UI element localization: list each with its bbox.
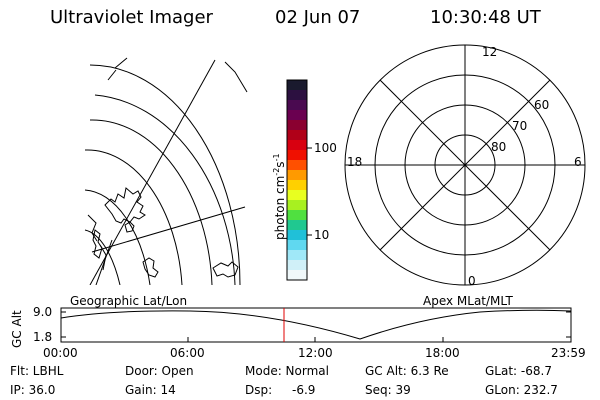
colorbar-segment: [287, 270, 307, 281]
timeline-ytick-label-bottom: 1.8: [33, 330, 53, 344]
colorbar-segment: [287, 190, 307, 201]
polar-plot: [344, 44, 586, 286]
timeline-ytick-label-top: 9.0: [33, 305, 53, 319]
footer-gc-alt: GC Alt: 6.3 Re: [365, 364, 449, 378]
coastline: [92, 229, 103, 259]
colorbar-segment: [287, 240, 307, 251]
date-label: 02 Jun 07: [275, 7, 361, 28]
map-grid-arc: [84, 189, 151, 285]
map-grid-line: [89, 59, 216, 285]
geographic-map: [84, 57, 248, 285]
timeline-xtick-label: 06:00: [170, 346, 205, 360]
footer-glon: GLon: 232.7: [485, 383, 558, 397]
coastline: [87, 214, 107, 271]
timeline-xtick-label: 23:59: [551, 346, 586, 360]
footer-mode: Mode: Normal: [245, 364, 329, 378]
colorbar-segment: [287, 80, 307, 91]
coastline: [124, 221, 135, 233]
colorbar-segment: [287, 180, 307, 191]
instrument-title: Ultraviolet Imager: [50, 7, 213, 28]
polar-ring-label-60: 60: [534, 98, 550, 112]
polar-diagonal: [379, 79, 551, 251]
footer-filter: Flt: LBHL: [10, 364, 64, 378]
polar-label-0: 0: [468, 274, 476, 288]
colorbar-segment: [287, 220, 307, 231]
coastline: [104, 187, 146, 224]
colorbar-segment: [287, 250, 307, 261]
timeline-xtick-label: 00:00: [43, 346, 78, 360]
timeline-y-axis-label: GC Alt: [10, 310, 24, 348]
colorbar-segment: [287, 110, 307, 121]
colorbar-segment: [287, 120, 307, 131]
map-grid-arc: [89, 64, 241, 285]
timeline-right-label: Apex MLat/MLT: [423, 294, 513, 308]
map-grid-arc: [84, 149, 183, 285]
colorbar-segment: [287, 210, 307, 221]
colorbar-segment: [287, 200, 307, 211]
polar-ring-label-70: 70: [512, 119, 528, 133]
footer-ip: IP: 36.0: [10, 383, 56, 397]
colorbar-frame: [286, 79, 308, 281]
map-grid-arc: [89, 119, 213, 285]
colorbar-segment: [287, 100, 307, 111]
polar-label-18: 18: [347, 155, 363, 169]
polar-ring-label-80: 80: [491, 140, 507, 154]
polar-label-12: 12: [482, 45, 498, 59]
colorbar-segment: [287, 260, 307, 271]
colorbar-axis-label: photon cm-2s-1: [272, 153, 287, 240]
timeline-frame: [60, 307, 572, 343]
timeline-xtick-label: 12:00: [298, 346, 333, 360]
footer-door: Door: Open: [125, 364, 194, 378]
map-grid-arc: [94, 94, 236, 285]
colorbar-tick-100: 100: [314, 141, 337, 155]
footer-glat: GLat: -68.7: [485, 364, 552, 378]
map-grid-arc: [84, 229, 121, 285]
coastline: [212, 261, 239, 278]
time-label: 10:30:48 UT: [430, 7, 541, 28]
colorbar-segment: [287, 150, 307, 161]
colorbar-segment: [287, 90, 307, 101]
altitude-curve: [60, 309, 572, 340]
colorbar-segment: [287, 170, 307, 181]
colorbar-segment: [287, 230, 307, 241]
footer-gain: Gain: 14: [125, 383, 176, 397]
footer-seq: Seq: 39: [365, 383, 411, 397]
map-grid-line: [91, 206, 246, 253]
polar-label-6: 6: [574, 155, 582, 169]
coastline: [107, 57, 248, 93]
colorbar-segment: [287, 160, 307, 171]
colorbar-tick-10: 10: [314, 228, 330, 242]
colorbar: [287, 80, 307, 281]
footer-dsp-value: -6.9: [292, 383, 316, 397]
timeline-plot: [60, 307, 572, 343]
colorbar-segment: [287, 130, 307, 141]
colorbar-segment: [287, 140, 307, 151]
timeline-xtick-label: 18:00: [425, 346, 460, 360]
timeline-left-label: Geographic Lat/Lon: [70, 294, 188, 308]
footer-dsp-label: Dsp:: [245, 383, 273, 397]
coastline: [142, 257, 159, 278]
colorbar-ticks: [307, 147, 312, 236]
